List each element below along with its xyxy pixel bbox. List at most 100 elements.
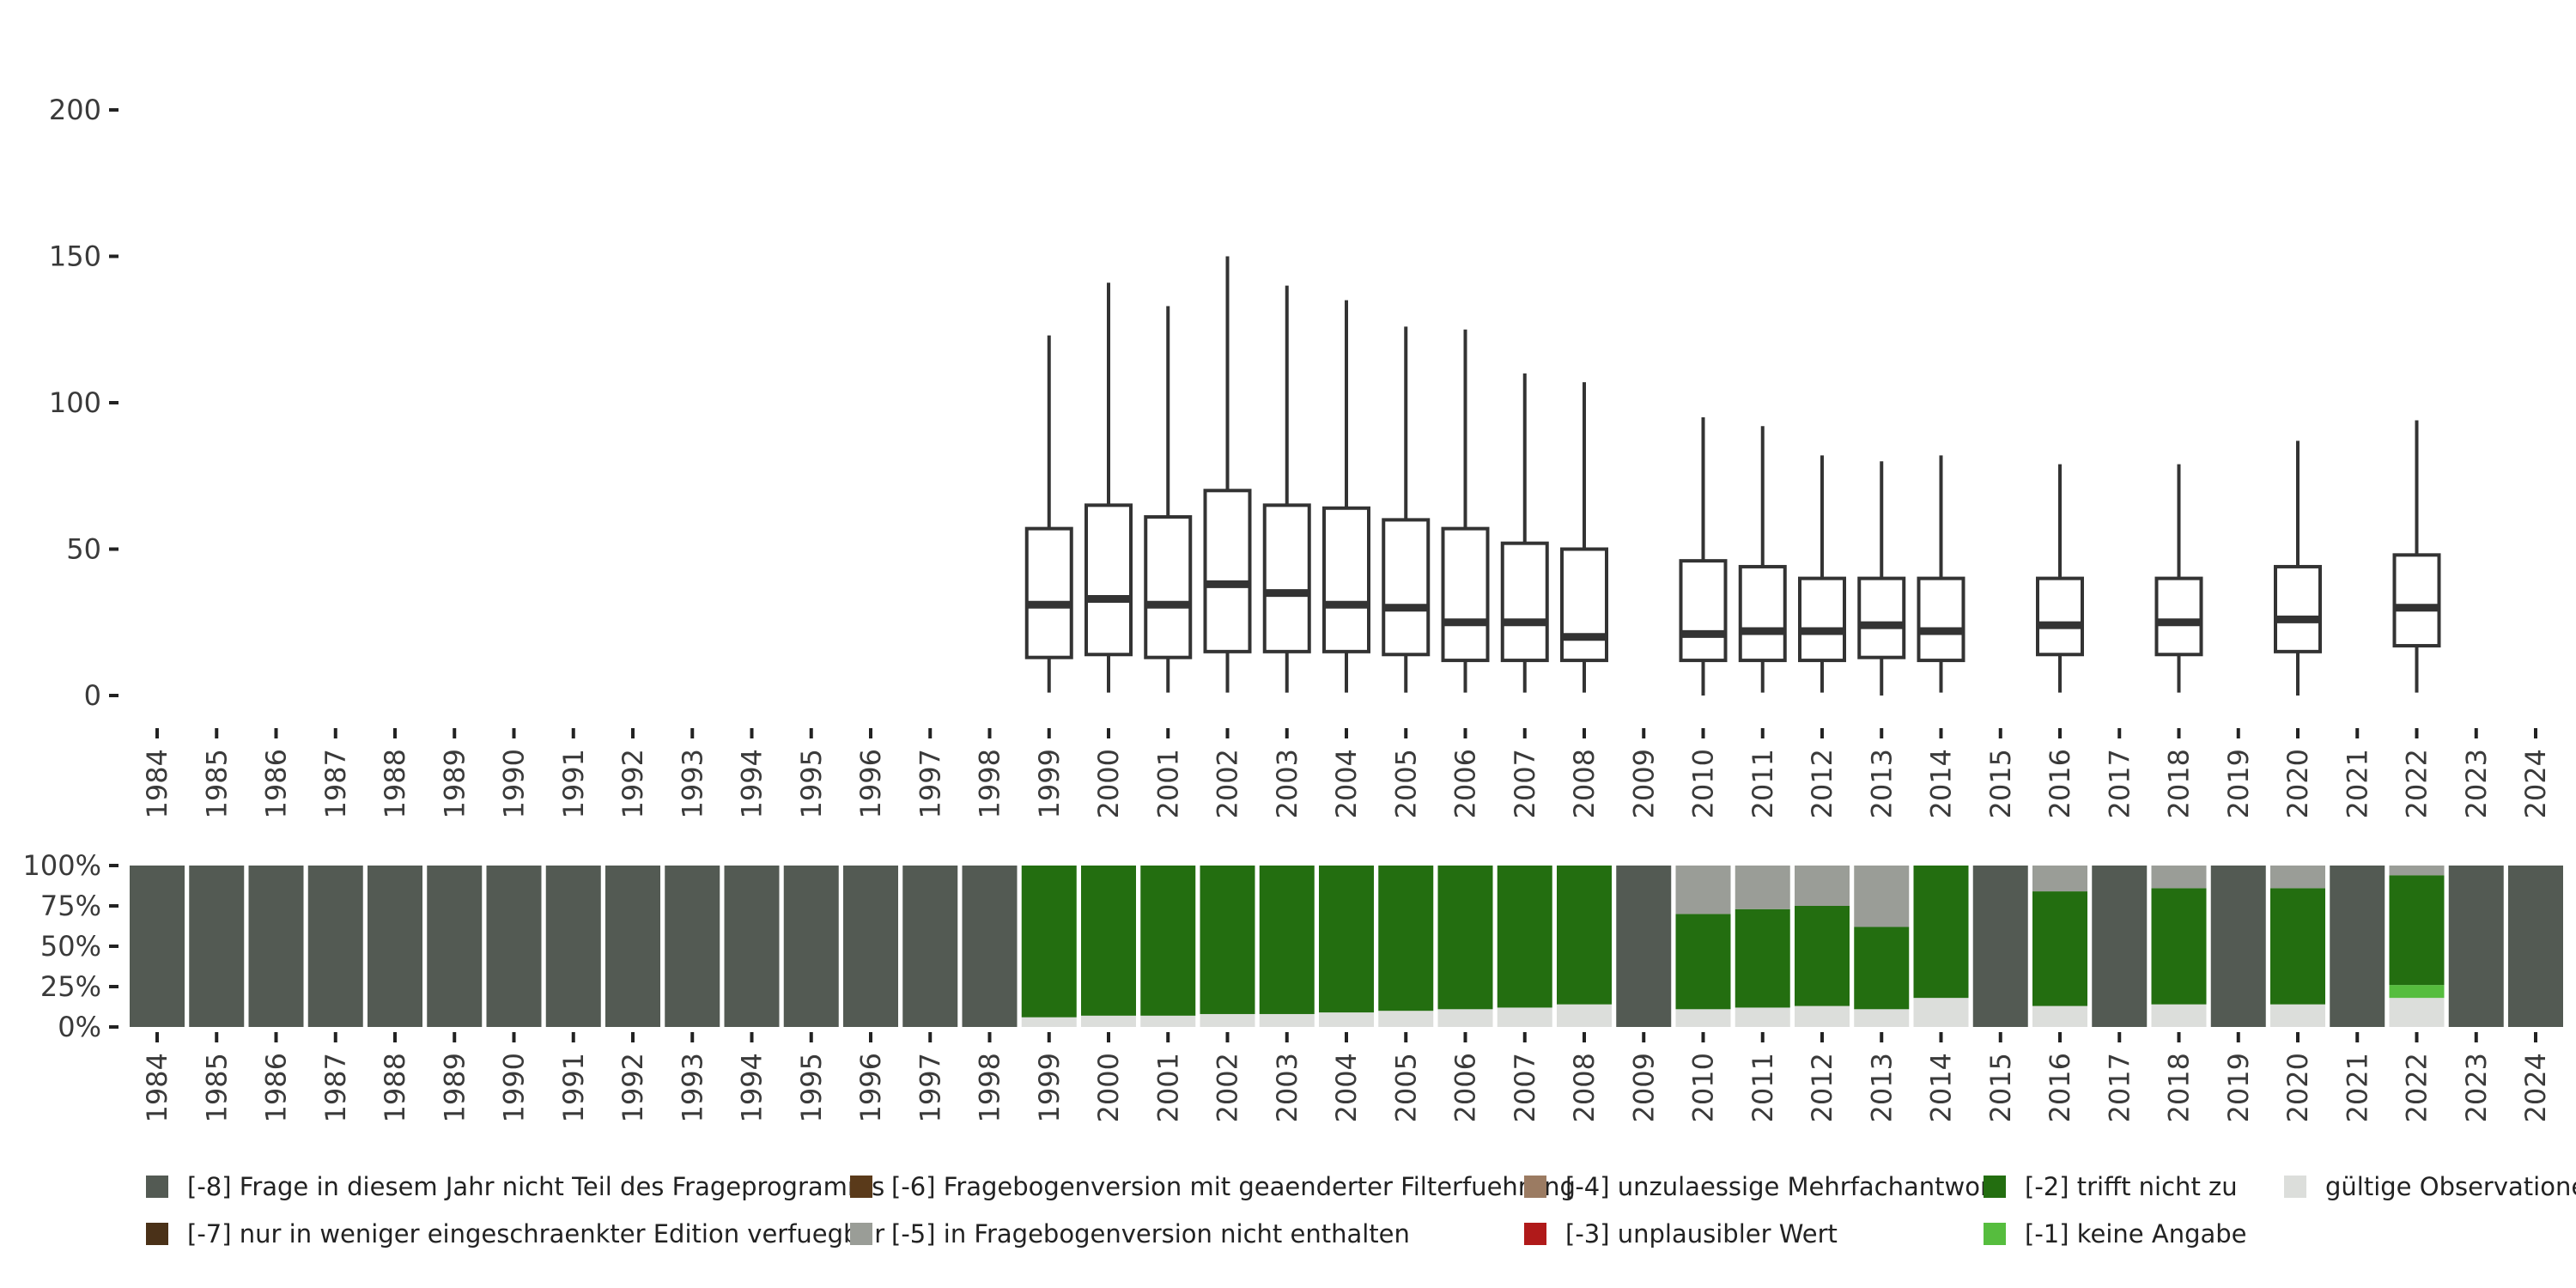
bar-segment-m8: [962, 866, 1018, 1027]
bar-segment-valid: [1140, 1015, 1196, 1027]
box-body: [1857, 576, 1906, 659]
legend-label-m4: [-4] unzulaessige Mehrfachantwort: [1565, 1172, 2001, 1201]
bar-2012: [1795, 866, 1850, 1027]
boxplot-panel: 0 50 100 150 200 1984 1985 1986 1987 1988 1989 1990…: [49, 94, 2552, 818]
bar-x-tick-label: 1997: [914, 1053, 946, 1122]
bar-segment-m8: [902, 866, 958, 1027]
bar-segment-valid: [1497, 1007, 1552, 1027]
box-body: [1322, 506, 1370, 653]
bar-2021: [2330, 866, 2385, 1027]
box-2007: [1500, 373, 1549, 693]
bar-2000: [1081, 866, 1136, 1027]
bar-segment-m2: [1200, 866, 1255, 1014]
x-tick-label: 2018: [2163, 749, 2196, 818]
x-tick-label: 1990: [498, 749, 531, 818]
bar-segment-m2: [1913, 866, 1969, 999]
bar-segment-m2: [1259, 866, 1315, 1014]
bar-2014: [1913, 866, 1969, 1027]
box-body: [1024, 526, 1073, 659]
box-2002: [1203, 256, 1252, 693]
box-body: [1500, 541, 1549, 663]
legend: [-8] Frage in diesem Jahr nicht Teil des…: [146, 1172, 2576, 1267]
legend-item-valid: gültige Observationen: [2284, 1172, 2576, 1201]
box-2004: [1322, 300, 1370, 693]
bar-x-tick-label: 1994: [736, 1053, 769, 1122]
bar-1985: [189, 866, 245, 1027]
bar-segment-m8: [307, 866, 363, 1027]
x-tick-label: 1998: [974, 749, 1006, 818]
bar-x-tick-label: 2003: [1271, 1053, 1303, 1122]
bar-segment-m5: [2151, 866, 2207, 889]
box-2018: [2154, 464, 2203, 693]
bar-1987: [307, 866, 363, 1027]
box-body: [1441, 526, 1490, 663]
box-2020: [2274, 440, 2322, 696]
legend-label-m3: [-3] unplausibler Wert: [1565, 1219, 1838, 1249]
bar-segment-m2: [1735, 908, 1790, 1008]
bar-segment-m8: [189, 866, 245, 1027]
bar-segment-m8: [130, 866, 185, 1027]
bar-1989: [427, 866, 483, 1027]
x-tick-label: 1993: [676, 749, 708, 818]
bar-x-tick-label: 1996: [854, 1053, 887, 1122]
box-2010: [1679, 417, 1728, 696]
bar-segment-m8: [2448, 866, 2504, 1027]
bar-x-tick-label: 2014: [1925, 1053, 1958, 1122]
bar-segment-m8: [2330, 866, 2385, 1027]
legend-item-m2: [-2] trifft nicht zu: [1984, 1172, 2238, 1201]
bar-segment-valid: [1081, 1015, 1136, 1027]
x-tick-label: 2001: [1151, 749, 1184, 818]
bar-segment-m2: [2270, 888, 2325, 1005]
x-tick-label: 2002: [1212, 749, 1244, 818]
bar-segment-m2: [1140, 866, 1196, 1016]
bar-1999: [1021, 866, 1077, 1027]
bar-1988: [368, 866, 422, 1027]
x-tick-label: 2005: [1389, 749, 1422, 818]
bar-x-tick-label: 2007: [1509, 1053, 1541, 1122]
x-tick-label: 2017: [2103, 749, 2136, 818]
box-body: [2392, 553, 2441, 648]
bar-segment-m2: [1021, 866, 1077, 1018]
x-tick-label: 1985: [200, 749, 233, 818]
bar-1990: [486, 866, 542, 1027]
bar-2011: [1735, 866, 1790, 1027]
x-tick-label: 2011: [1747, 749, 1779, 818]
x-tick-label: 2010: [1687, 749, 1720, 818]
y-tick-label: 150: [49, 240, 101, 273]
legend-swatch-m5: [850, 1223, 872, 1245]
bar-segment-m8: [843, 866, 898, 1027]
box-2003: [1262, 285, 1311, 693]
x-tick-label: 1992: [617, 749, 649, 818]
box-body: [2274, 564, 2322, 653]
legend-label-m5: [-5] in Fragebogenversion nicht enthalte…: [891, 1219, 1410, 1249]
bar-x-tick-label: 1989: [438, 1053, 471, 1122]
box-1999: [1024, 335, 1073, 693]
bar-x-tick-label: 2013: [1865, 1053, 1898, 1122]
bar-segment-m2: [1437, 866, 1493, 1010]
bar-segment-valid: [1735, 1007, 1790, 1027]
bar-x-tick-label: 2008: [1568, 1053, 1601, 1122]
bar-segment-m8: [2210, 866, 2266, 1027]
bar-segment-m8: [2092, 866, 2148, 1027]
bar-2016: [2032, 866, 2087, 1027]
bar-segment-valid: [1378, 1011, 1434, 1027]
bar-y-tick-label: 50%: [40, 930, 101, 963]
bar-segment-valid: [1021, 1017, 1077, 1027]
bar-2006: [1437, 866, 1493, 1027]
bar-segment-m2: [2032, 891, 2087, 1006]
box-body: [1560, 547, 1608, 663]
bar-segment-m8: [783, 866, 839, 1027]
bar-segment-m2: [1497, 866, 1552, 1008]
bar-1993: [665, 866, 720, 1027]
x-tick-label: 2000: [1092, 749, 1125, 818]
bar-segment-valid: [1675, 1009, 1731, 1027]
bar-segment-valid: [1259, 1013, 1315, 1027]
bar-segment-m2: [1319, 866, 1374, 1013]
x-tick-label: 2004: [1330, 749, 1363, 818]
bar-x-tick-label: 1988: [379, 1053, 411, 1122]
bar-1992: [605, 866, 660, 1027]
bar-segment-valid: [2270, 1004, 2325, 1027]
bar-segment-m5: [1795, 866, 1850, 906]
bar-segment-m2: [2389, 875, 2445, 986]
